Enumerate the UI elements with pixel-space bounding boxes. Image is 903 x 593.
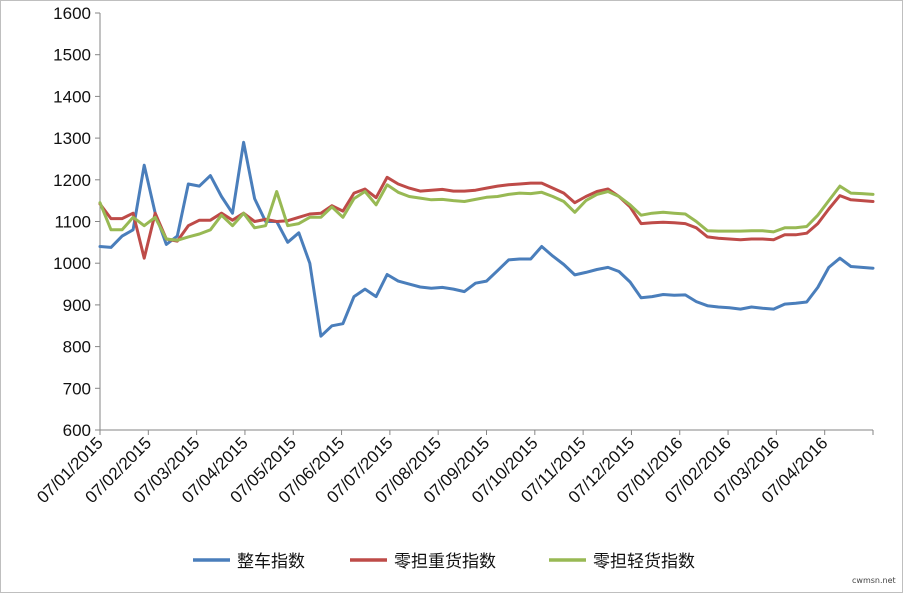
x-axis-tick-labels: 07/01/201507/02/201507/03/201507/04/2015… [33,433,831,507]
y-tick-label: 1500 [53,46,91,65]
y-tick-label: 600 [63,421,91,440]
axes [95,12,874,435]
y-tick-label: 1200 [53,171,91,190]
y-tick-label: 1600 [53,4,91,23]
y-tick-label: 800 [63,338,91,357]
y-tick-label: 700 [63,379,91,398]
series-lines [98,140,875,338]
series-line-0 [98,140,875,338]
y-tick-label: 900 [63,296,91,315]
y-tick-label: 1100 [54,213,91,232]
watermark-text: cwmsn.net [852,576,896,585]
legend: 整车指数 零担重货指数 零担轻货指数 [193,552,695,572]
y-tick-label: 1000 [53,254,91,273]
y-tick-label: 1300 [53,129,91,148]
series-line-1 [98,175,875,260]
y-axis-tick-labels: 600 700 800 900 1000 1100 1200 1300 1400 1500 1600 [53,4,91,440]
series-line-2 [98,183,875,242]
legend-label-series-0: 整车指数 [237,552,305,572]
legend-label-series-2: 零担轻货指数 [593,552,695,572]
legend-label-series-1: 零担重货指数 [394,552,496,572]
y-tick-label: 1400 [53,87,91,106]
